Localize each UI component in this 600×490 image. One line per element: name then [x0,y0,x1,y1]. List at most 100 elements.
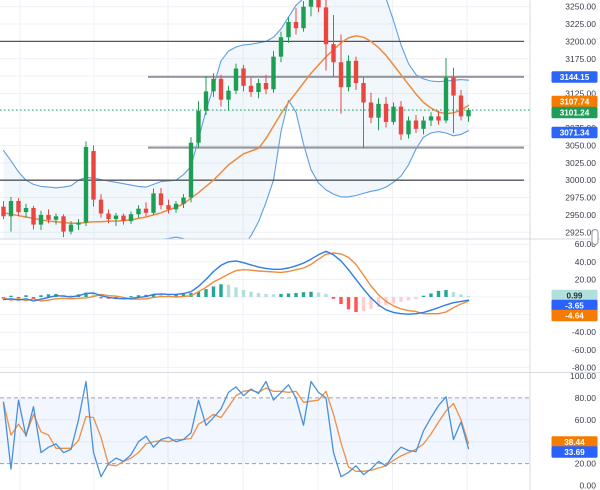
candle-body [436,116,441,121]
candle-body [136,208,141,215]
macd-axis-tick: -60.00 [572,345,596,355]
candle-body [271,56,276,90]
macd-hist-bar [39,295,43,297]
candle-body [83,146,89,223]
svg-text:-3.65: -3.65 [565,302,584,311]
candle-body [218,78,224,100]
candle-body [308,0,314,7]
price-axis-tick: 3025.00 [565,158,596,168]
macd-hist-bar [159,294,163,297]
price-axis[interactable]: 3250.003225.003200.003175.003150.003125.… [551,2,598,490]
candle-body [46,214,51,220]
macd-panel[interactable] [1,250,471,315]
price-axis-tick: 2975.00 [565,193,596,203]
macd-hist-bar [196,291,201,297]
macd-hist-bar [444,289,448,297]
axis-drag-handle-icon[interactable] [591,229,599,245]
stoch-k-badge: 33.69 [551,446,598,458]
price-axis-tick: 2950.00 [565,210,596,220]
macd-line-badge: -3.65 [551,299,598,312]
macd-hist-bar [99,297,103,299]
macd-hist-bar [421,295,426,297]
candle-body [331,44,336,63]
macd-hist-bar [429,293,433,297]
macd-hist-bar [451,292,456,297]
macd-hist-bar [136,295,141,297]
stoch-axis-tick: 0.00 [579,481,596,490]
candle-body [286,21,291,38]
candle-body [428,116,434,121]
macd-hist-bar [241,289,246,297]
candle-body [8,201,14,217]
price-axis-tick: 3000.00 [565,175,596,185]
stoch-axis-tick: 80.00 [575,393,597,403]
candle-body [211,78,216,92]
price-axis-tick: 3250.00 [565,2,596,12]
candle-body [293,21,299,29]
candle-body [98,199,104,214]
candle-body [316,0,321,8]
stochastic-panel[interactable] [0,380,530,478]
candle-body [398,106,404,135]
candle-body [31,207,36,225]
svg-text:-4.64: -4.64 [565,312,584,321]
candle-body [121,215,126,222]
candle-body [391,106,396,122]
candle-body [278,37,284,57]
candle-body [106,213,111,220]
macd-hist-bar [354,297,358,312]
candle-body [406,120,411,135]
svg-text:3101.24: 3101.24 [560,109,590,118]
macd-hist-bar [309,291,313,297]
candle-body [91,151,96,200]
bollinger-basis-line [2,35,470,224]
macd-hist-bar [331,297,336,299]
candles-layer [1,0,471,238]
macd-hist-bar [324,293,328,297]
candle-body [361,83,366,103]
candle-body [203,91,209,111]
price-axis-tick: 3200.00 [565,36,596,46]
candle-body [346,60,351,88]
macd-hist-bar [256,293,261,297]
candle-body [188,142,194,198]
candle-body [16,201,21,213]
macd-hist-badge: 0.99 [551,289,598,302]
macd-hist-bar [84,292,88,297]
macd-hist-bar [414,297,418,300]
macd-hist-bar [234,287,238,297]
macd-hist-bar [459,294,463,297]
macd-hist-bar [91,293,96,297]
macd-hist-bar [294,293,298,297]
last-price-badge: 3101.24 [551,106,598,119]
svg-text:3144.15: 3144.15 [560,73,590,82]
candle-body [68,224,74,232]
macd-hist-bar [301,292,306,297]
candle-body [421,120,426,129]
bb-basis-value-badge: 3107.74 [551,95,598,108]
macd-hist-bar [279,293,283,297]
macd-axis-tick: 20.00 [575,274,597,284]
macd-hist-bar [406,297,411,301]
candle-body [443,77,449,121]
bb-upper-value-badge: 3144.15 [551,71,598,83]
svg-text:38.44: 38.44 [564,438,585,447]
macd-hist-bar [361,297,366,312]
candle-body [458,95,464,117]
macd-hist-bar [16,297,21,299]
candlestick-panel[interactable] [0,0,530,272]
candle-body [76,222,81,225]
stoch-axis-tick: 100.00 [570,371,596,381]
price-axis-tick: 3125.00 [565,88,596,98]
candle-body [53,216,59,220]
bollinger-lower-line [159,99,470,239]
macd-hist-bar [369,297,373,309]
macd-hist-bar [264,293,268,297]
price-axis-tick: 3175.00 [565,54,596,64]
candle-body [466,109,471,117]
candle-body [226,90,231,100]
macd-hist-bar [174,294,178,297]
